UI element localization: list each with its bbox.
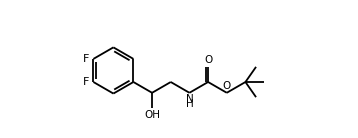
Text: F: F bbox=[83, 77, 90, 87]
Text: H: H bbox=[186, 99, 194, 109]
Text: O: O bbox=[223, 81, 231, 91]
Text: N: N bbox=[186, 94, 194, 104]
Text: O: O bbox=[205, 55, 213, 65]
Text: F: F bbox=[83, 54, 90, 64]
Text: OH: OH bbox=[144, 110, 160, 120]
